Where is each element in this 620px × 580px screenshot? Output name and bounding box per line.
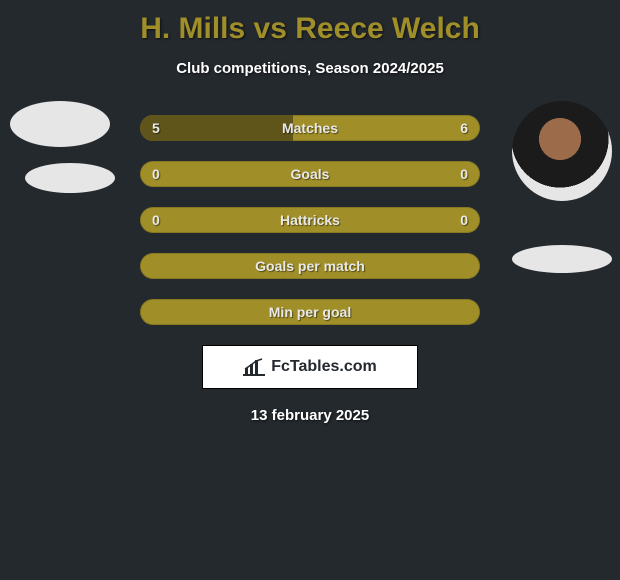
player-right-avatar	[512, 101, 612, 201]
bar-chart-icon	[243, 358, 265, 376]
brand-text: FcTables.com	[271, 358, 377, 376]
bar-matches-label: Matches	[140, 115, 480, 141]
bar-matches-right-value: 6	[460, 115, 468, 141]
bar-matches: 5 Matches 6	[140, 115, 480, 141]
comparison-content: 5 Matches 6 0 Goals 0 0 Hattricks 0 Goal…	[0, 115, 620, 424]
player-left-avatar-shadow	[25, 163, 115, 193]
bar-min-per-goal-label: Min per goal	[140, 299, 480, 325]
bar-hattricks-label: Hattricks	[140, 207, 480, 233]
bar-hattricks: 0 Hattricks 0	[140, 207, 480, 233]
bar-min-per-goal: Min per goal	[140, 299, 480, 325]
bar-goals-per-match: Goals per match	[140, 253, 480, 279]
bar-hattricks-right-value: 0	[460, 207, 468, 233]
subtitle: Club competitions, Season 2024/2025	[0, 60, 620, 77]
bar-goals-label: Goals	[140, 161, 480, 187]
player-left-avatar	[10, 101, 110, 147]
bar-goals-right-value: 0	[460, 161, 468, 187]
stat-bars: 5 Matches 6 0 Goals 0 0 Hattricks 0 Goal…	[140, 115, 480, 325]
page-title: H. Mills vs Reece Welch	[0, 0, 620, 46]
player-right-avatar-shadow	[512, 245, 612, 273]
date-text: 13 february 2025	[0, 407, 620, 424]
brand-box: FcTables.com	[202, 345, 418, 389]
bar-goals: 0 Goals 0	[140, 161, 480, 187]
bar-goals-per-match-label: Goals per match	[140, 253, 480, 279]
